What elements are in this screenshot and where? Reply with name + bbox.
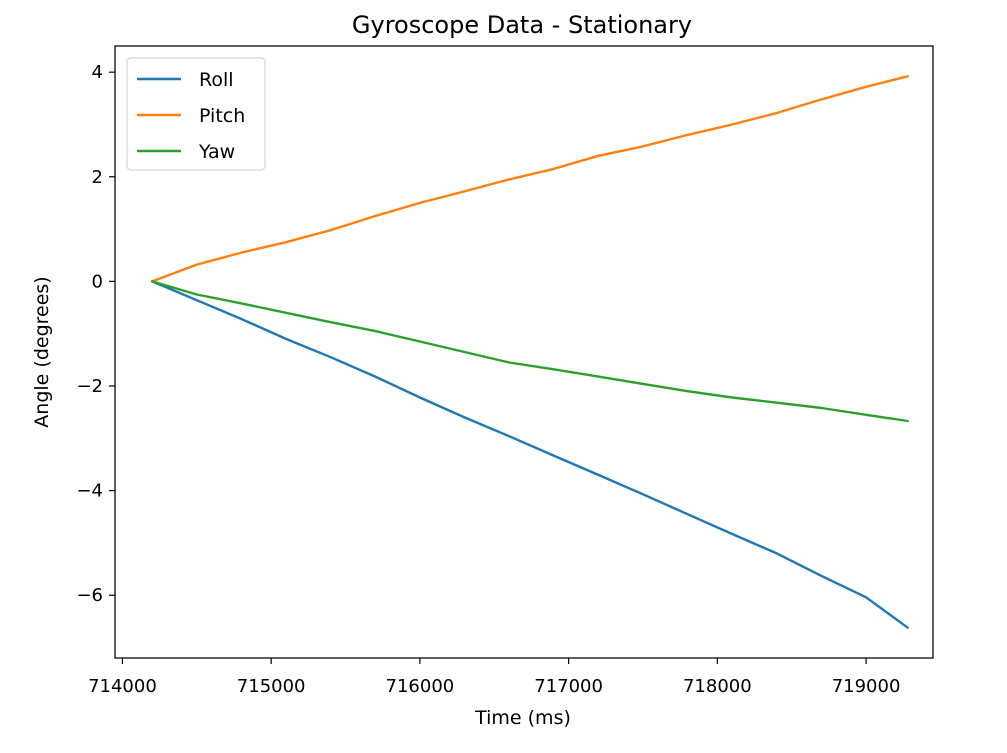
series-line-pitch bbox=[150, 75, 909, 283]
x-tick-label: 718000 bbox=[683, 676, 752, 697]
plot-frame bbox=[114, 45, 934, 659]
chart-title: Gyroscope Data - Stationary bbox=[352, 11, 692, 39]
legend-label-roll: Roll bbox=[199, 69, 234, 91]
y-tick-label: 0 bbox=[92, 271, 103, 292]
y-axis: 4 2 0 −2 −4 −6 bbox=[76, 62, 115, 606]
series-layer bbox=[150, 75, 909, 629]
series-line-yaw bbox=[150, 280, 909, 423]
x-axis: 714000 715000 716000 717000 718000 719000 bbox=[88, 658, 900, 697]
x-tick-label: 719000 bbox=[832, 676, 901, 697]
x-tick-label: 716000 bbox=[386, 676, 455, 697]
x-tick-label: 717000 bbox=[534, 676, 603, 697]
legend: Roll Pitch Yaw bbox=[126, 57, 266, 171]
y-tick-label: 4 bbox=[92, 62, 103, 83]
legend-label-pitch: Pitch bbox=[199, 105, 245, 127]
y-tick-label: −4 bbox=[76, 481, 103, 502]
y-tick-label: −6 bbox=[76, 585, 103, 606]
x-tick-label: 715000 bbox=[237, 676, 306, 697]
x-tick-label: 714000 bbox=[88, 676, 157, 697]
legend-box bbox=[126, 57, 266, 171]
series-line-roll bbox=[150, 280, 909, 629]
y-axis-label: Angle (degrees) bbox=[31, 276, 53, 427]
y-tick-label: −2 bbox=[76, 376, 103, 397]
x-axis-label: Time (ms) bbox=[474, 707, 571, 729]
legend-label-yaw: Yaw bbox=[198, 141, 235, 163]
y-tick-label: 2 bbox=[92, 167, 103, 188]
